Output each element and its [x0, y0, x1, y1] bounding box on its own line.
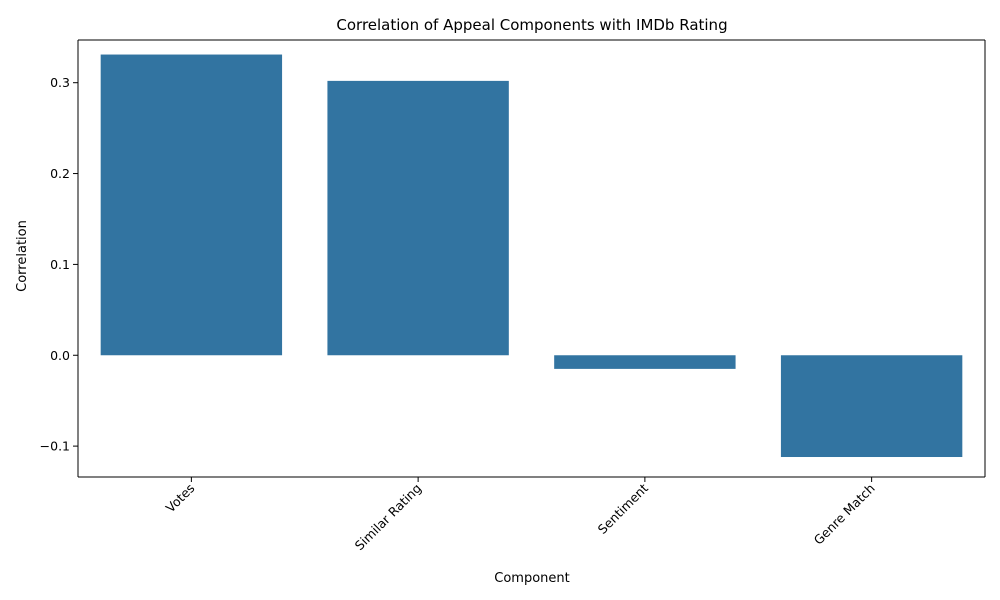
- chart-title: Correlation of Appeal Components with IM…: [336, 16, 727, 34]
- bar-genre-match: [780, 355, 963, 458]
- x-tick-label: Sentiment: [595, 480, 651, 536]
- bar-sentiment: [554, 355, 736, 369]
- bar-votes: [100, 54, 283, 356]
- bar-similar-rating: [327, 80, 509, 356]
- y-tick-label: −0.1: [40, 439, 70, 454]
- x-tick-label: Similar Rating: [352, 481, 425, 554]
- x-axis-label: Component: [494, 571, 569, 586]
- y-tick-label: 0.1: [50, 257, 70, 272]
- plot-area: −0.1 0.0 0.1 0.2 0.3 Votes Similar Rating Senti…: [40, 39, 986, 554]
- x-tick-label: Votes: [163, 481, 198, 516]
- y-tick-label: 0.2: [50, 166, 70, 181]
- x-tick-label: Genre Match: [811, 481, 878, 548]
- y-tick-label: 0.3: [50, 75, 70, 90]
- y-axis-label: Correlation: [15, 220, 30, 292]
- y-tick-label: 0.0: [50, 348, 70, 363]
